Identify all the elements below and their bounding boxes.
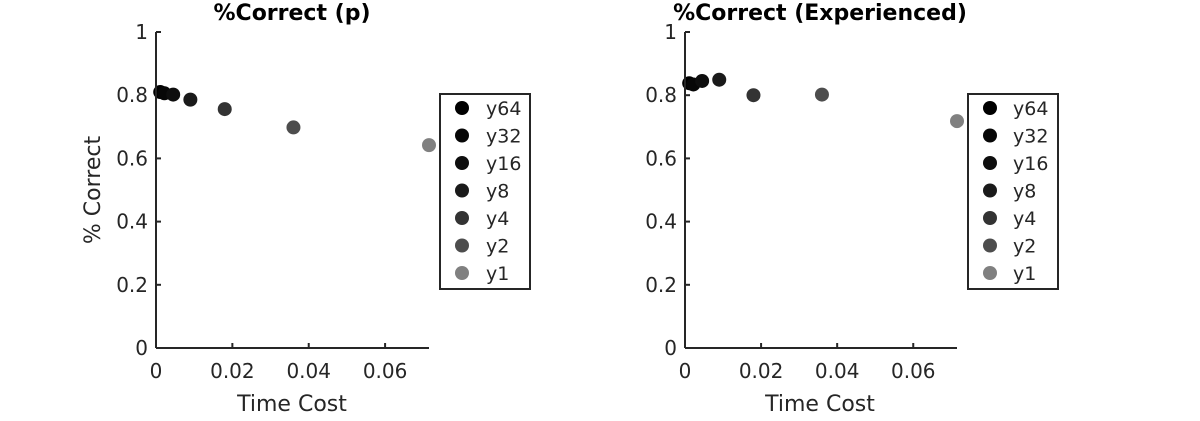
legend: y64 y32 y16 y8 y4 y2 y1 (983, 98, 1048, 285)
y-tick-label: 0.2 (645, 273, 677, 297)
legend-label: y16 (486, 153, 521, 175)
y-tick-label: 0.6 (116, 146, 148, 170)
x-tick-label: 0 (150, 359, 163, 383)
y-tick-label: 0.4 (645, 210, 677, 234)
legend-label: y32 (486, 126, 521, 148)
legend-marker-y1 (983, 266, 997, 280)
legend-marker-y8 (455, 183, 469, 198)
panel-experienced: %Correct (Experienced) 0 0.2 0.4 0.6 0.8 1 0 0.… (645, 1, 1059, 417)
x-axis-label: Time Cost (236, 392, 347, 417)
legend-marker-y4 (983, 211, 997, 225)
plot-area: 0 0.2 0.4 0.6 0.8 1 0 0.02 0.04 0.06 (116, 20, 436, 383)
data-point-y16 (695, 73, 710, 88)
y-tick-label: 0 (135, 336, 148, 360)
y-axis-label: % Correct (81, 136, 106, 245)
data-point-y1 (950, 114, 964, 129)
data-point-y4 (746, 88, 761, 103)
x-axis-label: Time Cost (764, 392, 875, 417)
legend-box (967, 93, 1059, 290)
y-tick-label: 0.8 (645, 83, 677, 107)
chart-title: %Correct (Experienced) (673, 1, 967, 26)
x-tick-label: 0.06 (363, 359, 408, 383)
legend-label: y1 (486, 263, 509, 285)
legend-marker-y32 (983, 128, 997, 143)
y-tick-label: 0 (664, 336, 677, 360)
legend-marker-y2 (455, 238, 469, 253)
data-point-y2 (814, 87, 829, 102)
y-tick-label: 0.6 (645, 146, 677, 170)
y-tick-label: 0.2 (116, 273, 148, 297)
y-tick-label: 1 (135, 20, 148, 44)
x-tick-label: 0.06 (891, 359, 936, 383)
x-tick-label: 0.04 (286, 359, 331, 383)
legend-marker-y16 (455, 156, 469, 170)
data-point-y8 (183, 92, 198, 107)
data-point-y4 (217, 102, 232, 117)
x-tick-label: 0.02 (210, 359, 255, 383)
legend-marker-y8 (983, 183, 997, 198)
data-point-y16 (166, 87, 181, 102)
legend: y64 y32 y16 y8 y4 y2 y1 (455, 98, 521, 285)
legend-marker-y2 (983, 238, 997, 253)
x-tick-label: 0.04 (815, 359, 860, 383)
legend-marker-y64 (983, 101, 997, 115)
legend-marker-y16 (983, 156, 997, 170)
legend-label: y64 (486, 98, 521, 120)
legend-marker-y1 (455, 266, 469, 280)
data-point-y2 (286, 120, 301, 135)
y-tick-label: 0.4 (116, 210, 148, 234)
legend-label: y2 (486, 236, 509, 258)
plot-area: 0 0.2 0.4 0.6 0.8 1 0 0.02 0.04 0.06 (645, 20, 964, 383)
legend-label: y8 (486, 181, 509, 203)
legend-label: y2 (1013, 236, 1036, 258)
legend-label: y1 (1013, 263, 1036, 285)
x-tick-label: 0.02 (739, 359, 784, 383)
legend-label: y8 (1013, 181, 1036, 203)
y-tick-label: 0.8 (116, 83, 148, 107)
legend-marker-y4 (455, 211, 469, 225)
y-tick-label: 1 (664, 20, 677, 44)
data-point-y1 (422, 138, 436, 153)
panel-p: %Correct (p) 0 0.2 0.4 0.6 0.8 1 0 0.02 0.04 0.06… (81, 1, 531, 417)
legend-label: y64 (1013, 98, 1048, 120)
legend-label: y4 (486, 208, 509, 230)
legend-label: y16 (1013, 153, 1048, 175)
legend-label: y4 (1013, 208, 1036, 230)
legend-marker-y32 (455, 128, 469, 143)
x-tick-label: 0 (679, 359, 692, 383)
legend-label: y32 (1013, 126, 1048, 148)
legend-box (439, 93, 531, 290)
chart-title: %Correct (p) (214, 1, 371, 26)
legend-marker-y64 (455, 101, 469, 115)
data-point-y8 (712, 72, 727, 87)
